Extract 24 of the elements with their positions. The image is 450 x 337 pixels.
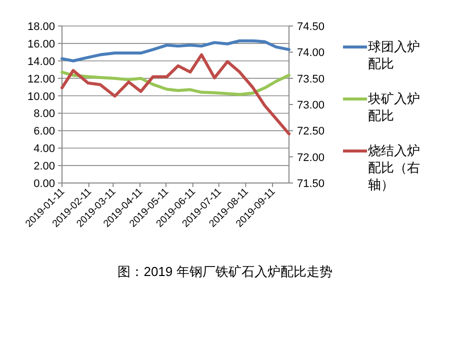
y-tick-label: 4.00: [34, 143, 55, 156]
y-tick-label: 2.00: [34, 160, 55, 173]
y2-tick-label: 71.50: [297, 178, 325, 190]
y2-tick-label: 72.00: [297, 152, 325, 164]
line-series: [60, 53, 290, 136]
y2-tick-label: 73.50: [297, 73, 325, 86]
y2-tick-label: 74.00: [297, 47, 325, 60]
y-tick-label: 6.00: [34, 126, 55, 138]
y2-tick-label: 74.50: [297, 21, 325, 33]
text: 图：2019 年钢厂铁矿石入炉配比走势: [118, 264, 332, 279]
y-tick-label: 12.00: [27, 73, 55, 86]
y2-tick-label: 72.50: [297, 126, 325, 138]
legend-label: 球团入炉配比: [368, 38, 421, 72]
line-series: [60, 70, 290, 96]
y-tick-label: 18.00: [27, 21, 55, 33]
y-tick-label: 0.00: [34, 178, 55, 190]
y2-tick-label: 73.00: [297, 100, 325, 112]
line-series: [60, 39, 290, 62]
legend-label: 烧结入炉配比（右轴）: [368, 142, 421, 193]
y-tick-label: 16.00: [27, 38, 55, 50]
y-tick-label: 14.00: [27, 56, 55, 68]
y-tick-label: 8.00: [34, 108, 55, 120]
y-tick-label: 10.00: [27, 90, 55, 103]
legend-label: 块矿入炉配比: [368, 90, 421, 124]
